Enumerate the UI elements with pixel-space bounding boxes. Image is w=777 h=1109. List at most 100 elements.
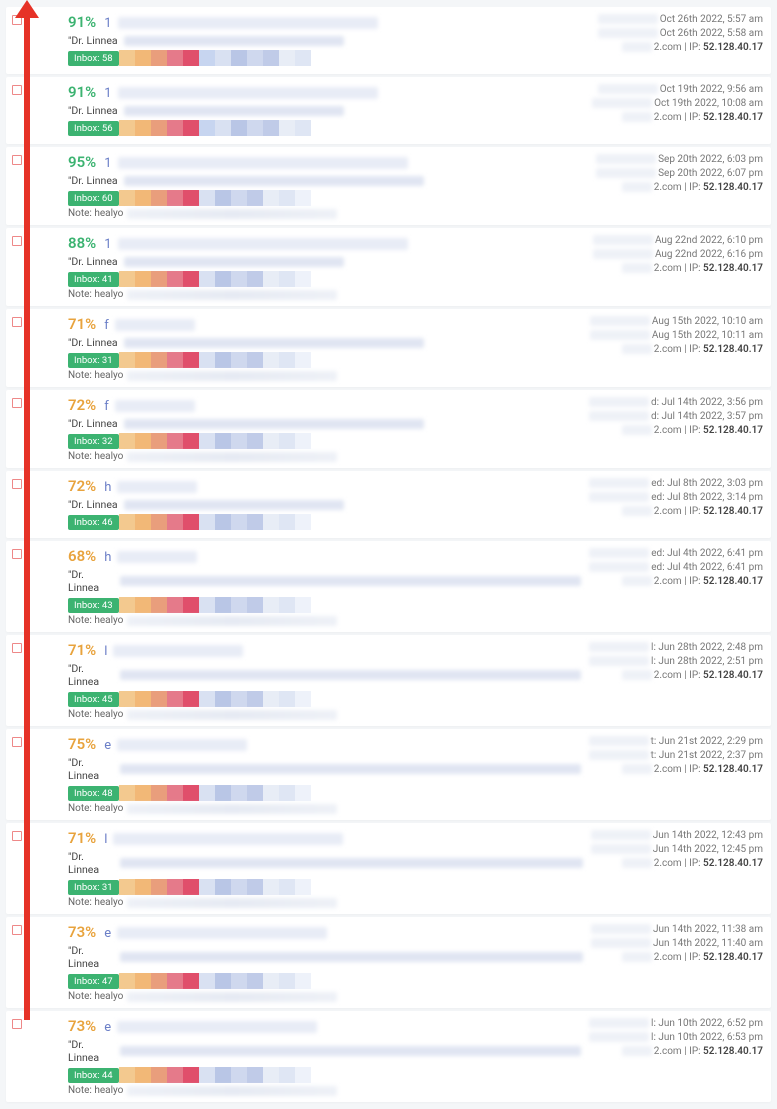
checkbox-icon[interactable] — [12, 236, 22, 246]
created-timestamp: Jun 14th 2022, 11:38 am — [653, 924, 763, 935]
ip-address: 52.128.40.17 — [703, 263, 763, 274]
completed-timestamp: Oct 19th 2022, 10:08 am — [654, 98, 763, 109]
checkbox-icon[interactable] — [12, 549, 22, 559]
blurred-from — [120, 952, 583, 962]
blurred-meta — [592, 98, 652, 108]
checkbox-icon[interactable] — [12, 831, 22, 841]
list-item[interactable]: 95%1"Dr. LinneaInbox: 60Note: healyoSep … — [6, 147, 771, 225]
from-label: "Dr. Linnea — [68, 756, 114, 782]
subject-prefix: e — [104, 738, 111, 753]
blurred-subject — [118, 87, 378, 99]
separator: | IP: — [682, 858, 703, 869]
checkbox-icon[interactable] — [12, 398, 22, 408]
ip-address: 52.128.40.17 — [703, 112, 763, 123]
blurred-subject — [115, 400, 195, 412]
blurred-note — [127, 1086, 337, 1096]
from-label: "Dr. Linnea — [68, 255, 118, 268]
separator: | IP: — [682, 42, 703, 53]
subject-prefix: 1 — [104, 86, 111, 101]
provider-colorstrip — [119, 352, 311, 368]
blurred-meta — [591, 844, 651, 854]
note-label: Note: healyo — [68, 289, 123, 300]
provider-colorstrip — [119, 879, 311, 895]
inbox-badge: Inbox: 32 — [68, 434, 119, 449]
checkbox-icon[interactable] — [12, 317, 22, 327]
blurred-meta — [622, 858, 652, 868]
note-label: Note: healyo — [68, 370, 123, 381]
checkbox-icon[interactable] — [12, 1019, 22, 1029]
blurred-from — [120, 1046, 581, 1056]
domain-suffix: 2.com — [654, 425, 682, 436]
checkbox-icon[interactable] — [12, 15, 22, 25]
checkbox-icon[interactable] — [12, 925, 22, 935]
blurred-meta — [589, 397, 649, 407]
subject-prefix: l — [104, 644, 107, 659]
blurred-from — [120, 670, 581, 680]
email-test-list: 91%1"Dr. LinneaInbox: 58Oct 26th 2022, 5… — [0, 0, 777, 1109]
list-item[interactable]: 91%1"Dr. LinneaInbox: 58Oct 26th 2022, 5… — [6, 7, 771, 74]
note-label: Note: healyo — [68, 991, 123, 1002]
checkbox-icon[interactable] — [12, 479, 22, 489]
blurred-subject — [117, 739, 247, 751]
completed-timestamp: d: Jul 14th 2022, 3:57 pm — [651, 411, 763, 422]
blurred-meta — [589, 1032, 649, 1042]
list-item[interactable]: 68%h"Dr. LinneaInbox: 43Note: healyoed: … — [6, 541, 771, 632]
note-label: Note: healyo — [68, 451, 123, 462]
checkbox-icon[interactable] — [12, 85, 22, 95]
blurred-meta — [622, 1046, 652, 1056]
provider-colorstrip — [119, 597, 311, 613]
subject-prefix: 1 — [104, 156, 111, 171]
blurred-meta — [589, 1018, 649, 1028]
ip-address: 52.128.40.17 — [703, 42, 763, 53]
inbox-badge: Inbox: 31 — [68, 880, 119, 895]
created-timestamp: d: Jul 14th 2022, 3:56 pm — [651, 397, 763, 408]
inbox-badge: Inbox: 58 — [68, 51, 119, 66]
blurred-meta — [622, 112, 652, 122]
blurred-meta — [596, 168, 656, 178]
note-label: Note: healyo — [68, 615, 123, 626]
blurred-subject — [118, 157, 408, 169]
subject-prefix: h — [104, 480, 111, 495]
separator: | IP: — [682, 670, 703, 681]
blurred-meta — [622, 670, 652, 680]
list-item[interactable]: 71%l"Dr. LinneaInbox: 31Note: healyoJun … — [6, 823, 771, 914]
list-item[interactable]: 72%h"Dr. LinneaInbox: 46ed: Jul 8th 2022… — [6, 471, 771, 538]
blurred-subject — [118, 238, 408, 250]
domain-suffix: 2.com — [654, 858, 682, 869]
provider-colorstrip — [119, 1067, 311, 1083]
inbox-badge: Inbox: 41 — [68, 272, 119, 287]
ip-address: 52.128.40.17 — [703, 670, 763, 681]
list-item[interactable]: 73%e"Dr. LinneaInbox: 44Note: healyol: J… — [6, 1011, 771, 1102]
blurred-subject — [118, 17, 378, 29]
note-label: Note: healyo — [68, 709, 123, 720]
from-label: "Dr. Linnea — [68, 104, 118, 117]
blurred-meta — [622, 506, 652, 516]
blurred-note — [127, 710, 337, 720]
ip-address: 52.128.40.17 — [703, 576, 763, 587]
score-percentage: 72% — [68, 396, 96, 414]
blurred-meta — [622, 344, 652, 354]
subject-prefix: e — [104, 1020, 111, 1035]
created-timestamp: Aug 15th 2022, 10:10 am — [652, 316, 763, 327]
list-item[interactable]: 72%f"Dr. LinneaInbox: 32Note: healyod: J… — [6, 390, 771, 468]
list-item[interactable]: 88%1"Dr. LinneaInbox: 41Note: healyoAug … — [6, 228, 771, 306]
checkbox-icon[interactable] — [12, 155, 22, 165]
created-timestamp: Oct 19th 2022, 9:56 am — [660, 84, 763, 95]
blurred-from — [124, 500, 344, 510]
list-item[interactable]: 71%l"Dr. LinneaInbox: 45Note: healyol: J… — [6, 635, 771, 726]
checkbox-icon[interactable] — [12, 643, 22, 653]
domain-suffix: 2.com — [654, 42, 682, 53]
blurred-meta — [589, 492, 649, 502]
list-item[interactable]: 73%e"Dr. LinneaInbox: 47Note: healyoJun … — [6, 917, 771, 1008]
blurred-meta — [593, 235, 653, 245]
checkbox-icon[interactable] — [12, 737, 22, 747]
list-item[interactable]: 91%1"Dr. LinneaInbox: 56Oct 19th 2022, 9… — [6, 77, 771, 144]
blurred-subject — [113, 645, 243, 657]
created-timestamp: Oct 26th 2022, 5:57 am — [660, 14, 763, 25]
domain-suffix: 2.com — [654, 506, 682, 517]
blurred-note — [127, 209, 337, 219]
list-item[interactable]: 75%e"Dr. LinneaInbox: 48Note: healyot: J… — [6, 729, 771, 820]
list-item[interactable]: 71%f"Dr. LinneaInbox: 31Note: healyoAug … — [6, 309, 771, 387]
blurred-meta — [622, 425, 652, 435]
blurred-from — [124, 36, 344, 46]
